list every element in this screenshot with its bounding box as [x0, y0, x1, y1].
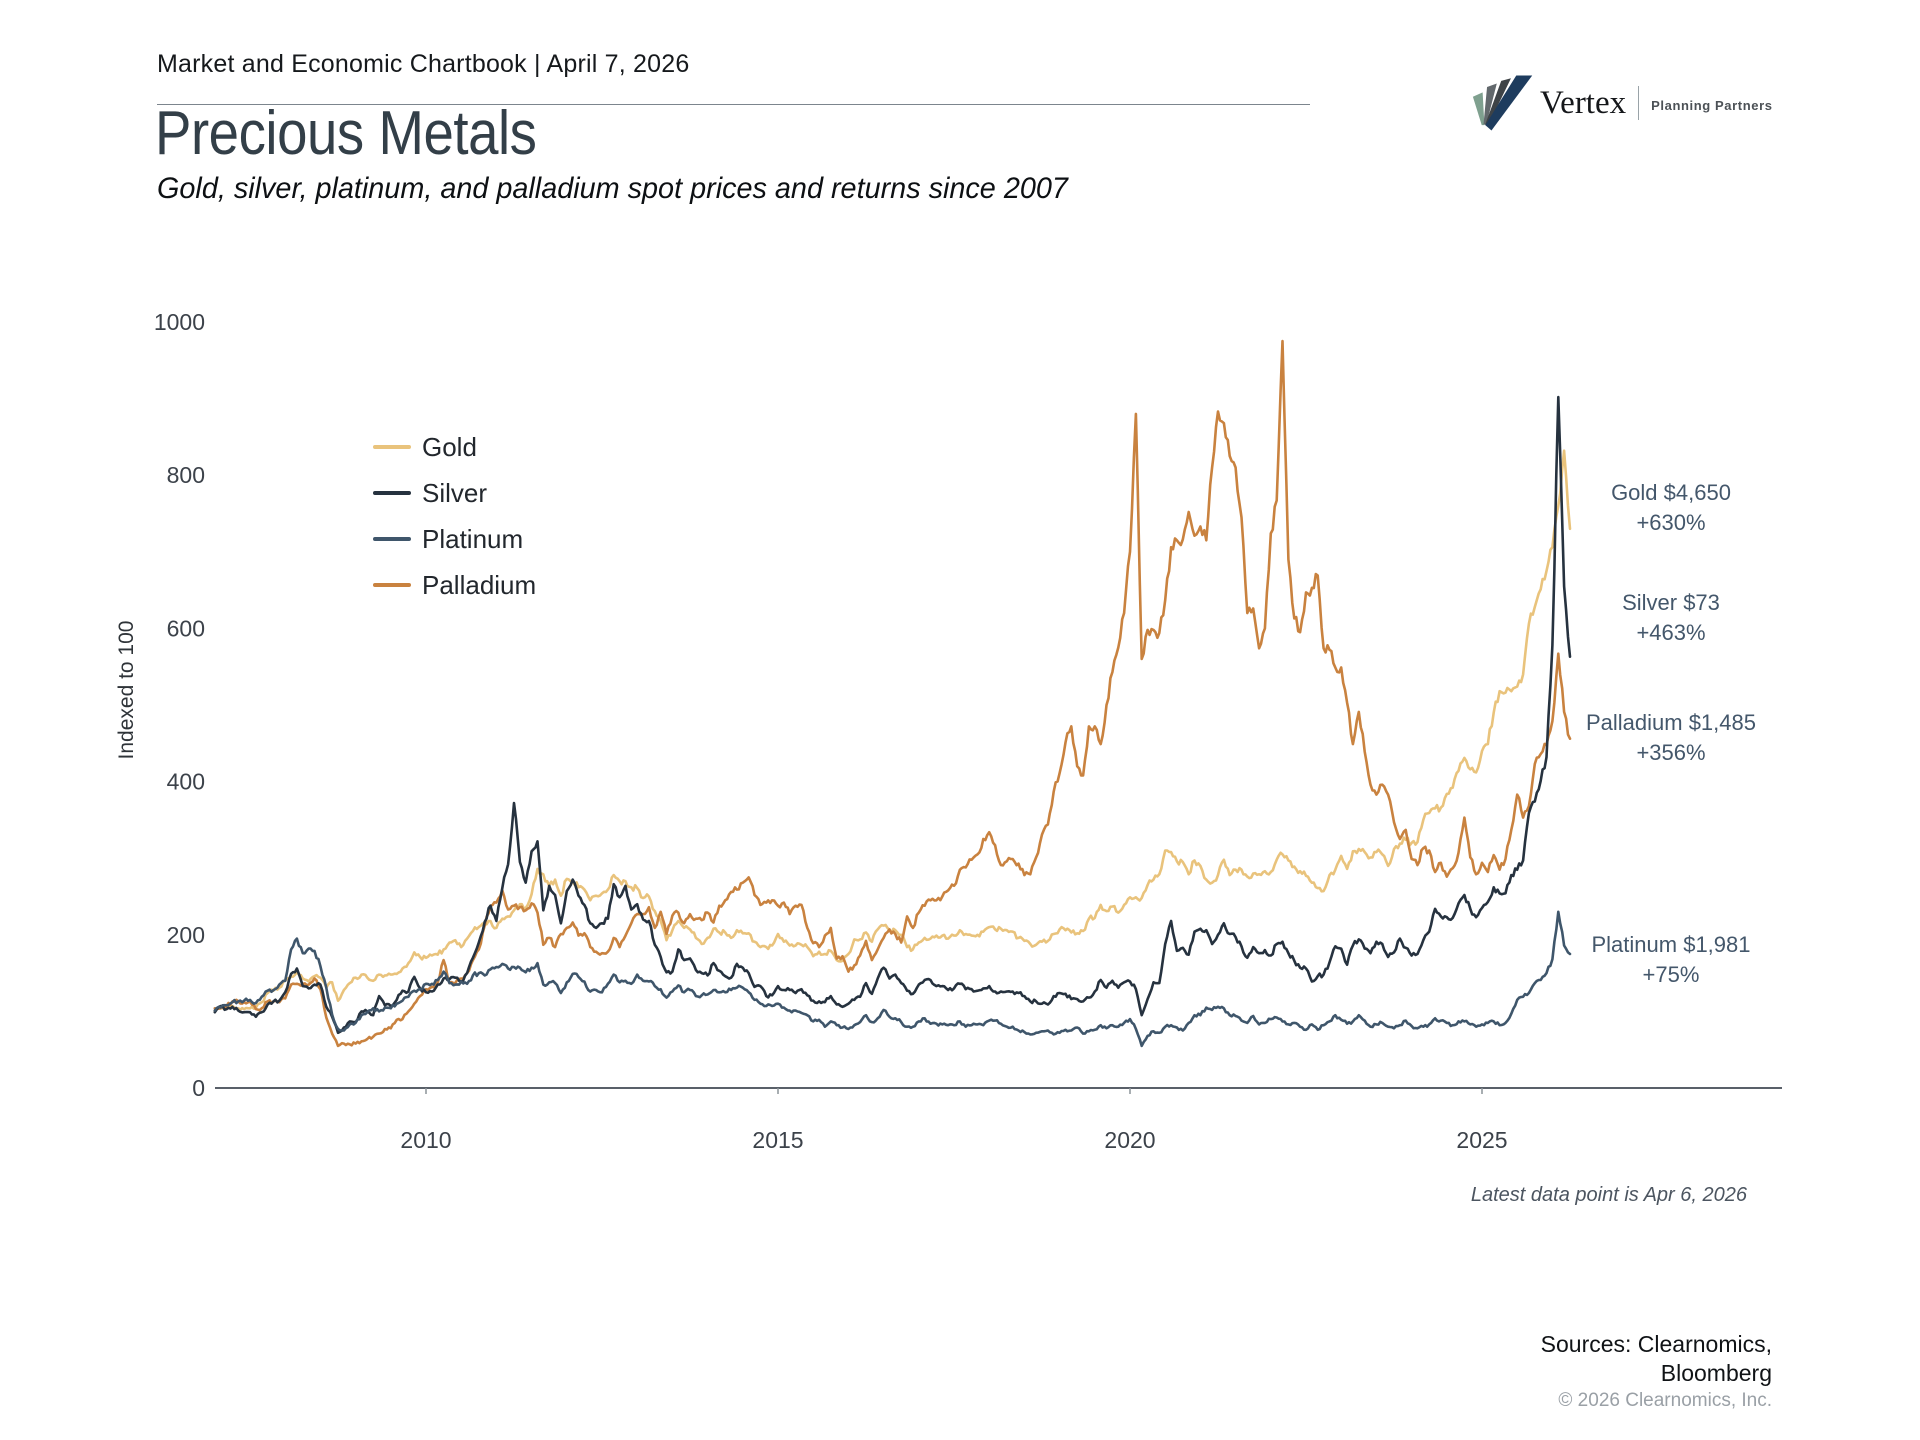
- sources-text: Sources: Clearnomics, Bloomberg: [1541, 1330, 1772, 1388]
- annotation-palladium-pct: +356%: [1636, 740, 1706, 765]
- y-tick-label: 1000: [154, 309, 205, 335]
- y-tick-label: 200: [167, 922, 205, 948]
- legend-label: Palladium: [422, 569, 537, 600]
- platinum-line: [213, 910, 1572, 1048]
- page-subtitle: Gold, silver, platinum, and palladium sp…: [157, 172, 1068, 205]
- annotation-silver-label: Silver $73: [1622, 590, 1720, 615]
- silver-line: [213, 395, 1572, 1035]
- logo-separator: [1638, 86, 1640, 120]
- vertex-logo-wordmark: Vertex: [1540, 84, 1627, 121]
- vertex-logo-icon: [1472, 75, 1533, 131]
- legend-label: Gold: [422, 431, 477, 462]
- annotation-platinum: Platinum $1,981 +75%: [1541, 930, 1801, 990]
- page-title: Precious Metals: [155, 99, 537, 168]
- annotation-gold-pct: +630%: [1636, 510, 1706, 535]
- legend-item-silver: Silver: [373, 470, 536, 516]
- legend-item-platinum: Platinum: [373, 516, 536, 562]
- annotation-platinum-label: Platinum $1,981: [1591, 932, 1751, 957]
- vertex-logo: Vertex Planning Partners: [1472, 74, 1773, 132]
- x-tick-label: 2010: [400, 1127, 451, 1153]
- legend-label: Silver: [422, 477, 488, 508]
- legend-item-gold: Gold: [373, 424, 536, 470]
- annotation-silver-pct: +463%: [1636, 620, 1706, 645]
- x-tick-label: 2025: [1456, 1127, 1507, 1153]
- y-tick-label: 800: [167, 462, 205, 488]
- x-tick-label: 2020: [1104, 1127, 1155, 1153]
- legend-label: Platinum: [422, 523, 524, 554]
- platinum-swatch: [373, 537, 411, 541]
- y-tick-label: 0: [192, 1075, 205, 1101]
- palladium-swatch: [373, 583, 411, 587]
- annotation-silver: Silver $73 +463%: [1541, 588, 1801, 648]
- copyright-text: © 2026 Clearnomics, Inc.: [1558, 1390, 1772, 1411]
- chartbook-header: Market and Economic Chartbook | April 7,…: [157, 50, 690, 78]
- latest-data-footnote: Latest data point is Apr 6, 2026: [1470, 1184, 1747, 1206]
- annotation-gold-label: Gold $4,650: [1611, 480, 1731, 505]
- chart-legend: Gold Silver Platinum Palladium: [373, 424, 536, 608]
- x-tick-label: 2015: [752, 1127, 803, 1153]
- sources-line2: Bloomberg: [1660, 1360, 1772, 1386]
- silver-swatch: [373, 491, 411, 495]
- gold-swatch: [373, 445, 411, 449]
- annotation-gold: Gold $4,650 +630%: [1541, 478, 1801, 538]
- y-tick-label: 600: [167, 615, 205, 641]
- y-axis-title: Indexed to 100: [115, 620, 138, 760]
- legend-item-palladium: Palladium: [373, 562, 536, 608]
- annotation-palladium-label: Palladium $1,485: [1585, 710, 1756, 735]
- vertex-logo-tagline: Planning Partners: [1651, 97, 1773, 113]
- sources-line1: Sources: Clearnomics,: [1540, 1331, 1772, 1357]
- annotation-palladium: Palladium $1,485 +356%: [1541, 708, 1801, 768]
- header-divider: [157, 104, 1310, 105]
- y-tick-label: 400: [167, 769, 205, 795]
- palladium-line: [213, 339, 1572, 1048]
- annotation-platinum-pct: +75%: [1642, 962, 1700, 987]
